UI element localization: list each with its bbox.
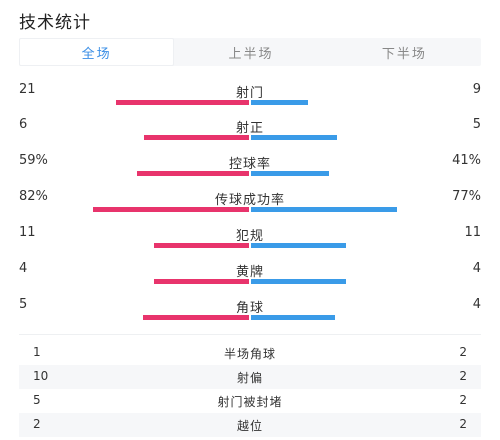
away-value: 4 bbox=[472, 297, 481, 312]
stat-label: 射门被封堵 bbox=[217, 395, 283, 409]
tab-full-match[interactable]: 全场 bbox=[19, 38, 175, 66]
page-title: 技术统计 bbox=[19, 13, 91, 33]
stat-label: 射偏 bbox=[236, 371, 263, 385]
away-bar bbox=[251, 279, 346, 284]
away-value: 2 bbox=[459, 345, 467, 359]
stat-row: 11 犯规 11 bbox=[19, 225, 481, 261]
home-value: 5 bbox=[19, 297, 28, 312]
tab-first-half[interactable]: 上半场 bbox=[228, 46, 274, 62]
away-value: 4 bbox=[472, 261, 481, 276]
home-value: 4 bbox=[19, 261, 28, 276]
away-value: 11 bbox=[464, 225, 481, 240]
table-row: 10 射偏 2 bbox=[19, 365, 481, 389]
home-bar bbox=[154, 243, 249, 248]
away-bar bbox=[251, 207, 397, 212]
stat-label: 越位 bbox=[236, 419, 263, 433]
tab-second-half[interactable]: 下半场 bbox=[381, 46, 427, 62]
away-bar bbox=[251, 135, 337, 140]
stat-row: 5 角球 4 bbox=[19, 297, 481, 333]
table-row: 5 射门被封堵 2 bbox=[19, 389, 481, 413]
away-bar bbox=[251, 100, 308, 105]
stat-row: 6 射正 5 bbox=[19, 117, 481, 153]
home-bar bbox=[137, 171, 249, 176]
stat-row: 82% 传球成功率 77% bbox=[19, 189, 481, 225]
period-tabs: 全场 上半场 下半场 bbox=[19, 38, 481, 66]
away-value: 9 bbox=[472, 82, 481, 97]
home-value: 5 bbox=[33, 393, 41, 407]
stat-label: 角球 bbox=[235, 301, 264, 316]
stat-row: 4 黄牌 4 bbox=[19, 261, 481, 297]
away-bar bbox=[251, 315, 335, 320]
home-value: 6 bbox=[19, 117, 28, 132]
home-value: 21 bbox=[19, 82, 36, 97]
home-bar bbox=[116, 100, 249, 105]
table-row: 1 半场角球 2 bbox=[19, 341, 481, 365]
away-value: 41% bbox=[452, 153, 481, 168]
away-value: 2 bbox=[459, 417, 467, 431]
home-value: 82% bbox=[19, 189, 48, 204]
stat-label: 射正 bbox=[235, 121, 264, 136]
home-bar bbox=[143, 315, 249, 320]
away-bar bbox=[251, 243, 346, 248]
stat-label: 射门 bbox=[235, 86, 264, 101]
table-row: 2 越位 2 bbox=[19, 413, 481, 437]
home-value: 2 bbox=[33, 417, 41, 431]
away-value: 5 bbox=[472, 117, 481, 132]
home-value: 10 bbox=[33, 369, 49, 383]
home-value: 59% bbox=[19, 153, 48, 168]
home-value: 11 bbox=[19, 225, 36, 240]
stat-label: 犯规 bbox=[235, 229, 264, 244]
away-value: 2 bbox=[459, 393, 467, 407]
away-bar bbox=[251, 171, 329, 176]
home-bar bbox=[144, 135, 249, 140]
home-bar bbox=[93, 207, 249, 212]
divider bbox=[19, 334, 481, 335]
away-value: 77% bbox=[452, 189, 481, 204]
stat-label: 控球率 bbox=[228, 157, 271, 172]
away-value: 2 bbox=[459, 369, 467, 383]
stat-row: 59% 控球率 41% bbox=[19, 153, 481, 189]
home-value: 1 bbox=[33, 345, 41, 359]
stat-row: 21 射门 9 bbox=[19, 82, 481, 118]
extra-stats-table: 1 半场角球 2 10 射偏 2 5 射门被封堵 2 2 越位 2 bbox=[19, 341, 481, 437]
stat-label: 半场角球 bbox=[223, 347, 276, 361]
home-bar bbox=[154, 279, 249, 284]
stat-label: 传球成功率 bbox=[214, 193, 285, 208]
stat-label: 黄牌 bbox=[235, 265, 264, 280]
